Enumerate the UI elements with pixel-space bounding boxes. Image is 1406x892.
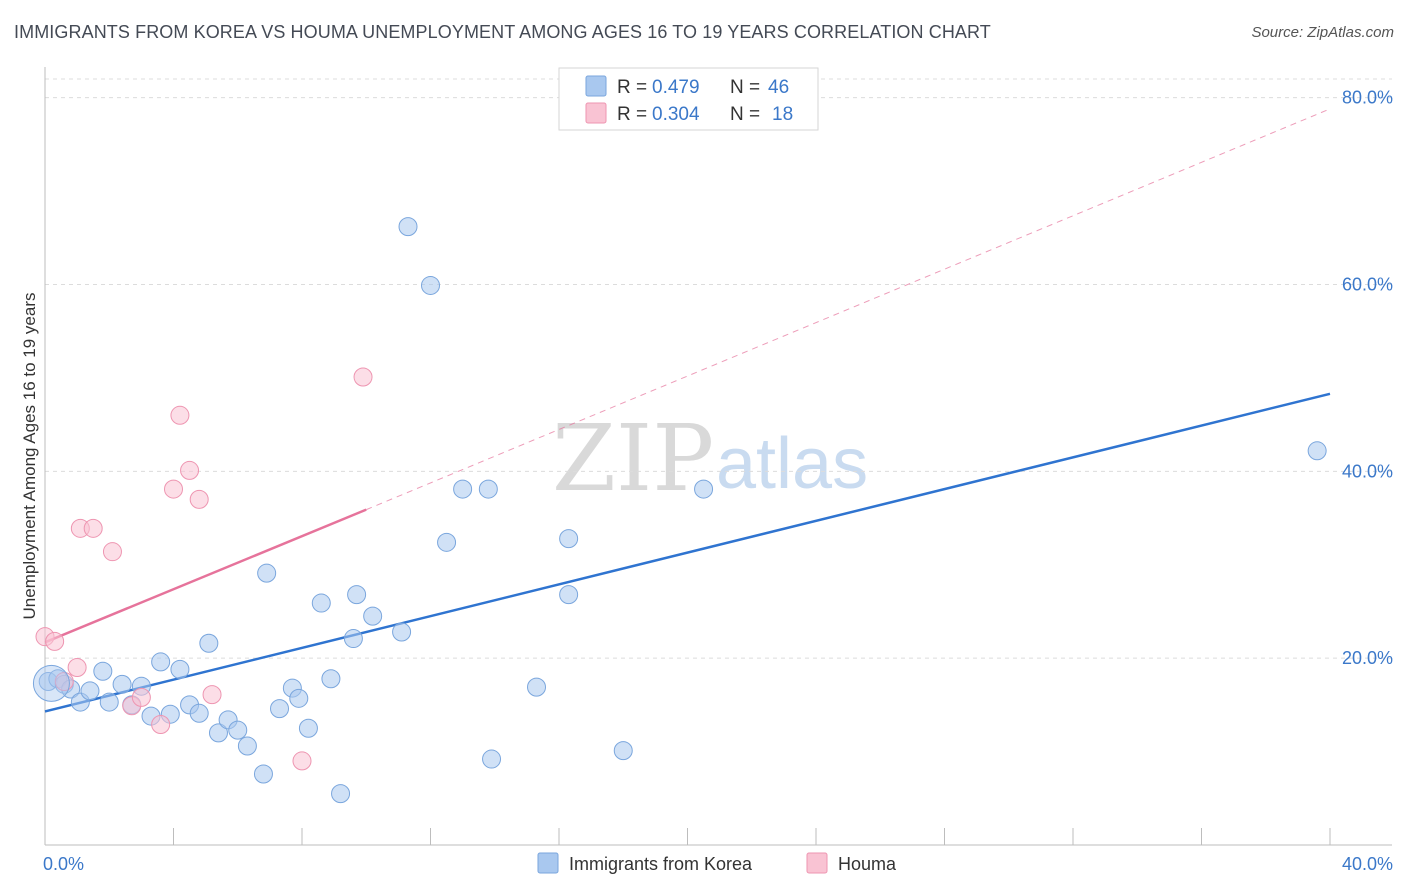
point-korea	[453, 479, 473, 499]
point-houma	[202, 685, 222, 705]
point-korea-large	[32, 664, 70, 702]
legend-n-value-houma: 18	[772, 104, 793, 125]
data-points	[32, 217, 1327, 804]
point-houma	[83, 518, 103, 538]
point-korea	[80, 681, 100, 701]
legend-r-label-korea: R =	[617, 77, 647, 98]
legend-r-label-houma: R =	[617, 104, 647, 125]
point-houma	[180, 460, 200, 480]
y-axis-label: Unemployment Among Ages 16 to 19 years	[20, 293, 39, 620]
point-korea	[170, 659, 190, 679]
point-korea	[331, 784, 351, 804]
watermark-zip: ZIP	[552, 405, 714, 512]
point-korea	[437, 532, 457, 552]
trend-line-korea	[44, 392, 1331, 713]
point-korea	[559, 585, 579, 605]
legend-top: R = 0.479 N = 46 R = 0.304 N = 18	[558, 67, 819, 131]
legend-bottom-swatch-houma	[806, 852, 828, 874]
point-korea	[321, 669, 341, 689]
trend-line-houma	[44, 508, 367, 644]
gridlines	[45, 78, 1392, 659]
y-tick-label: 80.0%	[1342, 88, 1393, 108]
point-houma	[151, 714, 171, 734]
legend-bottom-swatch-korea	[537, 852, 559, 874]
watermark-atlas: atlas	[716, 424, 868, 504]
point-houma	[131, 687, 151, 707]
point-houma	[45, 631, 65, 651]
point-korea	[343, 629, 363, 649]
point-korea	[257, 563, 277, 583]
point-houma	[102, 542, 122, 562]
point-korea	[311, 593, 331, 613]
point-korea	[93, 661, 113, 681]
point-korea	[298, 718, 318, 738]
source-label: Source: ZipAtlas.com	[1251, 24, 1394, 41]
point-houma	[67, 658, 87, 678]
point-korea	[527, 677, 547, 697]
legend-n-label-houma: N =	[730, 104, 760, 125]
y-tick-label: 40.0%	[1342, 461, 1393, 481]
point-korea	[398, 217, 418, 237]
point-korea	[1307, 441, 1327, 461]
point-korea	[208, 723, 228, 743]
chart-title: IMMIGRANTS FROM KOREA VS HOUMA UNEMPLOYM…	[14, 22, 991, 42]
trend-lines	[44, 108, 1331, 713]
y-tick-label: 60.0%	[1342, 275, 1393, 295]
axes	[44, 67, 1392, 846]
x-tick-label: 40.0%	[1342, 854, 1393, 874]
y-tick-label: 20.0%	[1342, 648, 1393, 668]
point-korea	[482, 749, 502, 769]
legend-n-value-korea: 46	[768, 77, 789, 98]
point-houma	[189, 489, 209, 509]
point-korea	[392, 622, 412, 642]
point-korea	[478, 479, 498, 499]
legend-r-value-houma: 0.304	[652, 104, 700, 125]
point-korea	[151, 652, 171, 672]
point-houma	[170, 405, 190, 425]
point-korea	[559, 529, 579, 549]
point-korea	[613, 741, 633, 761]
point-korea	[237, 736, 257, 756]
legend-bottom-label-houma: Houma	[838, 854, 897, 874]
point-korea	[694, 479, 714, 499]
point-korea	[189, 703, 209, 723]
tick-labels: 20.0% 40.0% 60.0% 80.0% 0.0% 40.0%	[43, 88, 1393, 874]
point-korea	[99, 692, 119, 712]
point-houma	[353, 367, 373, 387]
point-korea	[253, 764, 273, 784]
point-korea	[363, 606, 383, 626]
legend-bottom-label-korea: Immigrants from Korea	[569, 854, 753, 874]
legend-swatch-houma	[585, 102, 607, 124]
point-korea	[421, 275, 440, 295]
point-houma	[292, 751, 312, 771]
point-korea	[289, 688, 309, 708]
point-korea	[228, 720, 248, 740]
legend-bottom: Immigrants from Korea Houma	[537, 852, 897, 874]
point-korea	[112, 674, 132, 694]
point-korea	[270, 699, 290, 719]
legend-swatch-korea	[585, 75, 607, 97]
trend-line-houma-extension	[366, 108, 1331, 511]
point-korea	[199, 633, 219, 653]
x-tick-label: 0.0%	[43, 854, 84, 874]
legend-r-value-korea: 0.479	[652, 77, 700, 98]
point-korea	[347, 585, 367, 605]
legend-n-label-korea: N =	[730, 77, 760, 98]
point-houma	[164, 479, 183, 499]
